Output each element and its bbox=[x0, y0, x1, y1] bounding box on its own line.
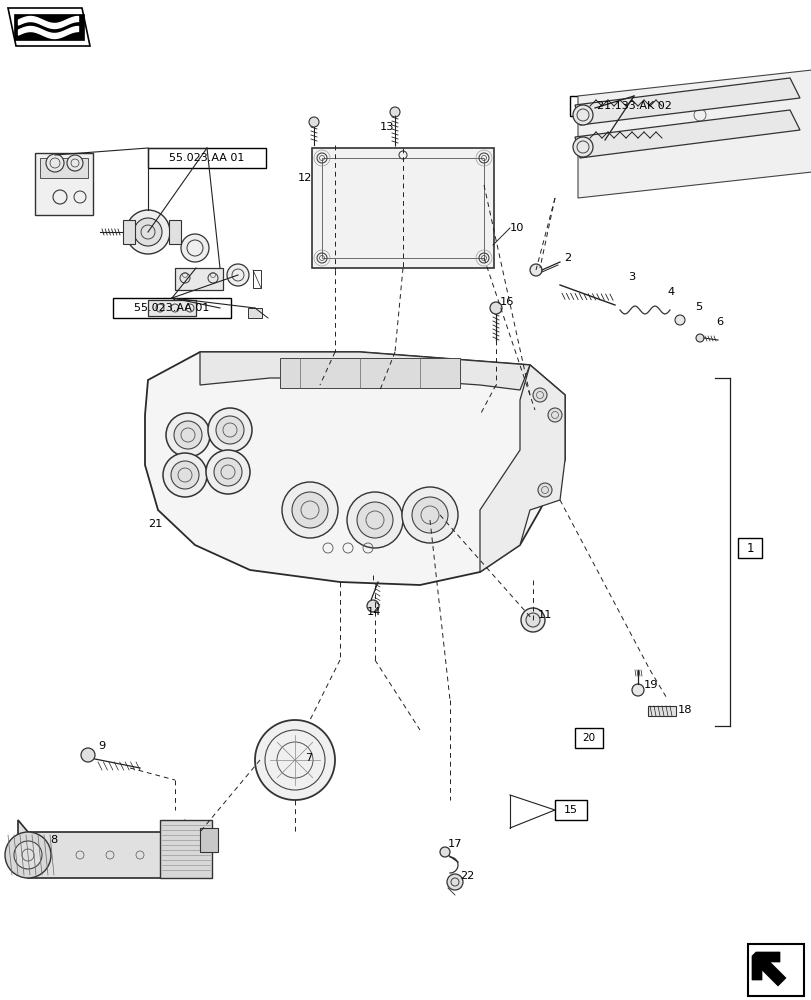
Polygon shape bbox=[200, 352, 530, 390]
Polygon shape bbox=[145, 352, 564, 585]
Bar bbox=[148, 148, 266, 168]
Text: 1: 1 bbox=[745, 542, 753, 554]
Text: 20: 20 bbox=[581, 733, 594, 743]
Text: 21.133.AK 02: 21.133.AK 02 bbox=[596, 101, 671, 111]
Circle shape bbox=[573, 105, 592, 125]
Circle shape bbox=[538, 483, 551, 497]
Circle shape bbox=[695, 334, 703, 342]
Polygon shape bbox=[574, 110, 799, 158]
Polygon shape bbox=[8, 8, 90, 46]
Bar bbox=[747, 944, 803, 996]
Circle shape bbox=[281, 482, 337, 538]
Circle shape bbox=[357, 502, 393, 538]
Bar bbox=[148, 300, 195, 316]
Circle shape bbox=[367, 600, 379, 612]
Circle shape bbox=[134, 218, 162, 246]
Circle shape bbox=[214, 458, 242, 486]
Circle shape bbox=[14, 841, 42, 869]
Bar bbox=[647, 706, 676, 716]
Ellipse shape bbox=[457, 440, 487, 460]
Bar bbox=[569, 96, 697, 116]
Circle shape bbox=[309, 117, 319, 127]
Circle shape bbox=[526, 613, 539, 627]
Text: 2: 2 bbox=[564, 253, 570, 263]
Bar bbox=[160, 820, 212, 878]
Circle shape bbox=[181, 234, 208, 262]
Circle shape bbox=[46, 154, 64, 172]
Bar bbox=[200, 828, 217, 852]
Circle shape bbox=[171, 461, 199, 489]
Circle shape bbox=[532, 388, 547, 402]
Circle shape bbox=[163, 453, 207, 497]
Circle shape bbox=[227, 264, 249, 286]
Circle shape bbox=[440, 847, 449, 857]
Bar bbox=[574, 728, 603, 748]
Text: 11: 11 bbox=[538, 610, 551, 620]
Bar bbox=[35, 153, 93, 215]
Circle shape bbox=[401, 487, 457, 543]
Text: 9: 9 bbox=[98, 741, 105, 751]
Circle shape bbox=[165, 413, 210, 457]
Circle shape bbox=[674, 315, 684, 325]
Ellipse shape bbox=[457, 410, 487, 430]
Text: 6: 6 bbox=[715, 317, 723, 327]
Bar bbox=[247, 308, 262, 318]
Text: 19: 19 bbox=[643, 680, 658, 690]
Polygon shape bbox=[577, 70, 811, 198]
Circle shape bbox=[411, 497, 448, 533]
Circle shape bbox=[631, 684, 643, 696]
Circle shape bbox=[67, 155, 83, 171]
Bar bbox=[253, 270, 260, 288]
Polygon shape bbox=[311, 148, 493, 268]
Circle shape bbox=[446, 874, 462, 890]
Bar bbox=[40, 158, 88, 178]
Text: 55.023.AA 01: 55.023.AA 01 bbox=[134, 303, 209, 313]
Polygon shape bbox=[18, 820, 185, 878]
Polygon shape bbox=[479, 365, 564, 572]
Text: 14: 14 bbox=[367, 607, 381, 617]
Bar bbox=[554, 800, 586, 820]
Circle shape bbox=[389, 107, 400, 117]
Text: 13: 13 bbox=[380, 122, 394, 132]
Text: 10: 10 bbox=[509, 223, 524, 233]
Circle shape bbox=[530, 264, 541, 276]
Polygon shape bbox=[574, 78, 799, 125]
Text: 3: 3 bbox=[627, 272, 634, 282]
Circle shape bbox=[174, 421, 202, 449]
Ellipse shape bbox=[459, 471, 484, 489]
Circle shape bbox=[81, 748, 95, 762]
Circle shape bbox=[292, 492, 328, 528]
Circle shape bbox=[126, 210, 169, 254]
Circle shape bbox=[573, 137, 592, 157]
Circle shape bbox=[547, 408, 561, 422]
Text: 8: 8 bbox=[50, 835, 58, 845]
Bar bbox=[175, 268, 223, 290]
Circle shape bbox=[489, 302, 501, 314]
Text: 22: 22 bbox=[460, 871, 474, 881]
Text: 55.023.AA 01: 55.023.AA 01 bbox=[169, 153, 244, 163]
Bar bbox=[169, 220, 181, 244]
Circle shape bbox=[255, 720, 335, 800]
Polygon shape bbox=[751, 952, 785, 986]
Text: 5: 5 bbox=[694, 302, 702, 312]
Text: 16: 16 bbox=[500, 297, 513, 307]
Circle shape bbox=[206, 450, 250, 494]
Text: 12: 12 bbox=[298, 173, 312, 183]
Bar bbox=[280, 358, 460, 388]
Circle shape bbox=[521, 608, 544, 632]
Bar bbox=[113, 298, 230, 318]
Circle shape bbox=[5, 832, 51, 878]
Text: 15: 15 bbox=[564, 805, 577, 815]
Bar bbox=[122, 220, 135, 244]
Text: 17: 17 bbox=[448, 839, 462, 849]
Text: 7: 7 bbox=[305, 753, 312, 763]
Polygon shape bbox=[14, 14, 84, 40]
Circle shape bbox=[346, 492, 402, 548]
Text: 18: 18 bbox=[677, 705, 692, 715]
Text: 4: 4 bbox=[667, 287, 674, 297]
Circle shape bbox=[216, 416, 243, 444]
Bar bbox=[737, 538, 761, 558]
Text: 21: 21 bbox=[148, 519, 162, 529]
Circle shape bbox=[208, 408, 251, 452]
